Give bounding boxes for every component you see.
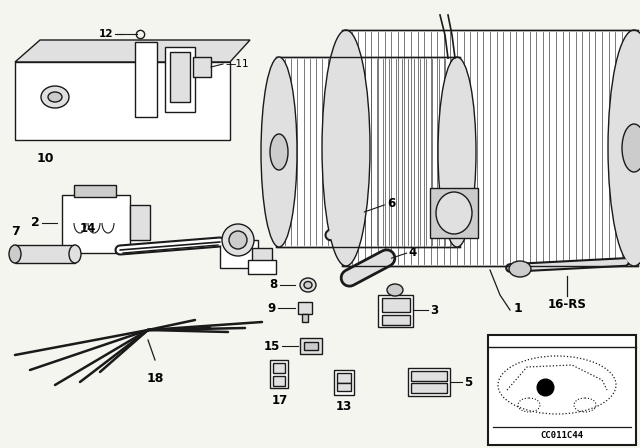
- Bar: [342, 30, 638, 266]
- Bar: [334, 370, 354, 395]
- Bar: [270, 360, 288, 388]
- Text: 13: 13: [336, 400, 352, 413]
- Bar: [15, 245, 75, 263]
- Polygon shape: [15, 62, 230, 140]
- Text: 14: 14: [80, 222, 96, 235]
- Ellipse shape: [9, 245, 21, 263]
- Bar: [488, 335, 636, 445]
- Bar: [193, 57, 211, 77]
- Bar: [382, 298, 410, 312]
- Ellipse shape: [387, 284, 403, 296]
- Bar: [165, 47, 195, 112]
- Bar: [337, 373, 351, 383]
- Bar: [304, 342, 318, 350]
- Ellipse shape: [608, 30, 640, 266]
- Bar: [273, 376, 285, 386]
- Ellipse shape: [222, 224, 254, 256]
- Bar: [378, 295, 413, 327]
- Bar: [300, 338, 322, 354]
- Ellipse shape: [438, 57, 476, 247]
- Text: 18: 18: [147, 372, 164, 385]
- Text: —11: —11: [225, 59, 248, 69]
- Ellipse shape: [300, 278, 316, 292]
- Text: 16-RS: 16-RS: [548, 298, 586, 311]
- Bar: [298, 302, 312, 314]
- Ellipse shape: [509, 261, 531, 277]
- Bar: [276, 57, 460, 247]
- Bar: [130, 205, 150, 240]
- Bar: [248, 260, 276, 274]
- Bar: [135, 42, 157, 117]
- Bar: [170, 52, 190, 102]
- Bar: [74, 185, 116, 197]
- Bar: [382, 315, 410, 325]
- Bar: [411, 383, 447, 393]
- Bar: [302, 314, 308, 322]
- Text: 15: 15: [264, 340, 280, 353]
- Ellipse shape: [41, 86, 69, 108]
- Text: 2: 2: [31, 216, 40, 229]
- Ellipse shape: [270, 134, 288, 170]
- Text: 9: 9: [268, 302, 276, 314]
- Text: 17: 17: [272, 394, 288, 407]
- Bar: [220, 240, 258, 268]
- Bar: [411, 371, 447, 381]
- Bar: [62, 195, 130, 253]
- Text: CC011C44: CC011C44: [541, 431, 584, 440]
- Ellipse shape: [69, 245, 81, 263]
- Bar: [252, 248, 272, 270]
- Ellipse shape: [261, 57, 297, 247]
- Text: 8: 8: [269, 279, 278, 292]
- Polygon shape: [15, 40, 250, 62]
- Bar: [408, 368, 450, 396]
- Text: 10: 10: [36, 152, 54, 165]
- Text: 12: 12: [99, 29, 113, 39]
- Bar: [337, 383, 351, 391]
- Text: 5: 5: [464, 375, 472, 388]
- Ellipse shape: [322, 30, 370, 266]
- Ellipse shape: [622, 124, 640, 172]
- Ellipse shape: [436, 192, 472, 234]
- Ellipse shape: [229, 231, 247, 249]
- Ellipse shape: [48, 92, 62, 102]
- Ellipse shape: [304, 281, 312, 289]
- Text: 6: 6: [387, 198, 396, 211]
- Bar: [430, 188, 478, 238]
- Text: 4: 4: [408, 246, 417, 258]
- Text: 3: 3: [430, 303, 438, 316]
- Bar: [273, 363, 285, 373]
- Text: 7: 7: [11, 225, 19, 238]
- Text: 1: 1: [514, 302, 523, 314]
